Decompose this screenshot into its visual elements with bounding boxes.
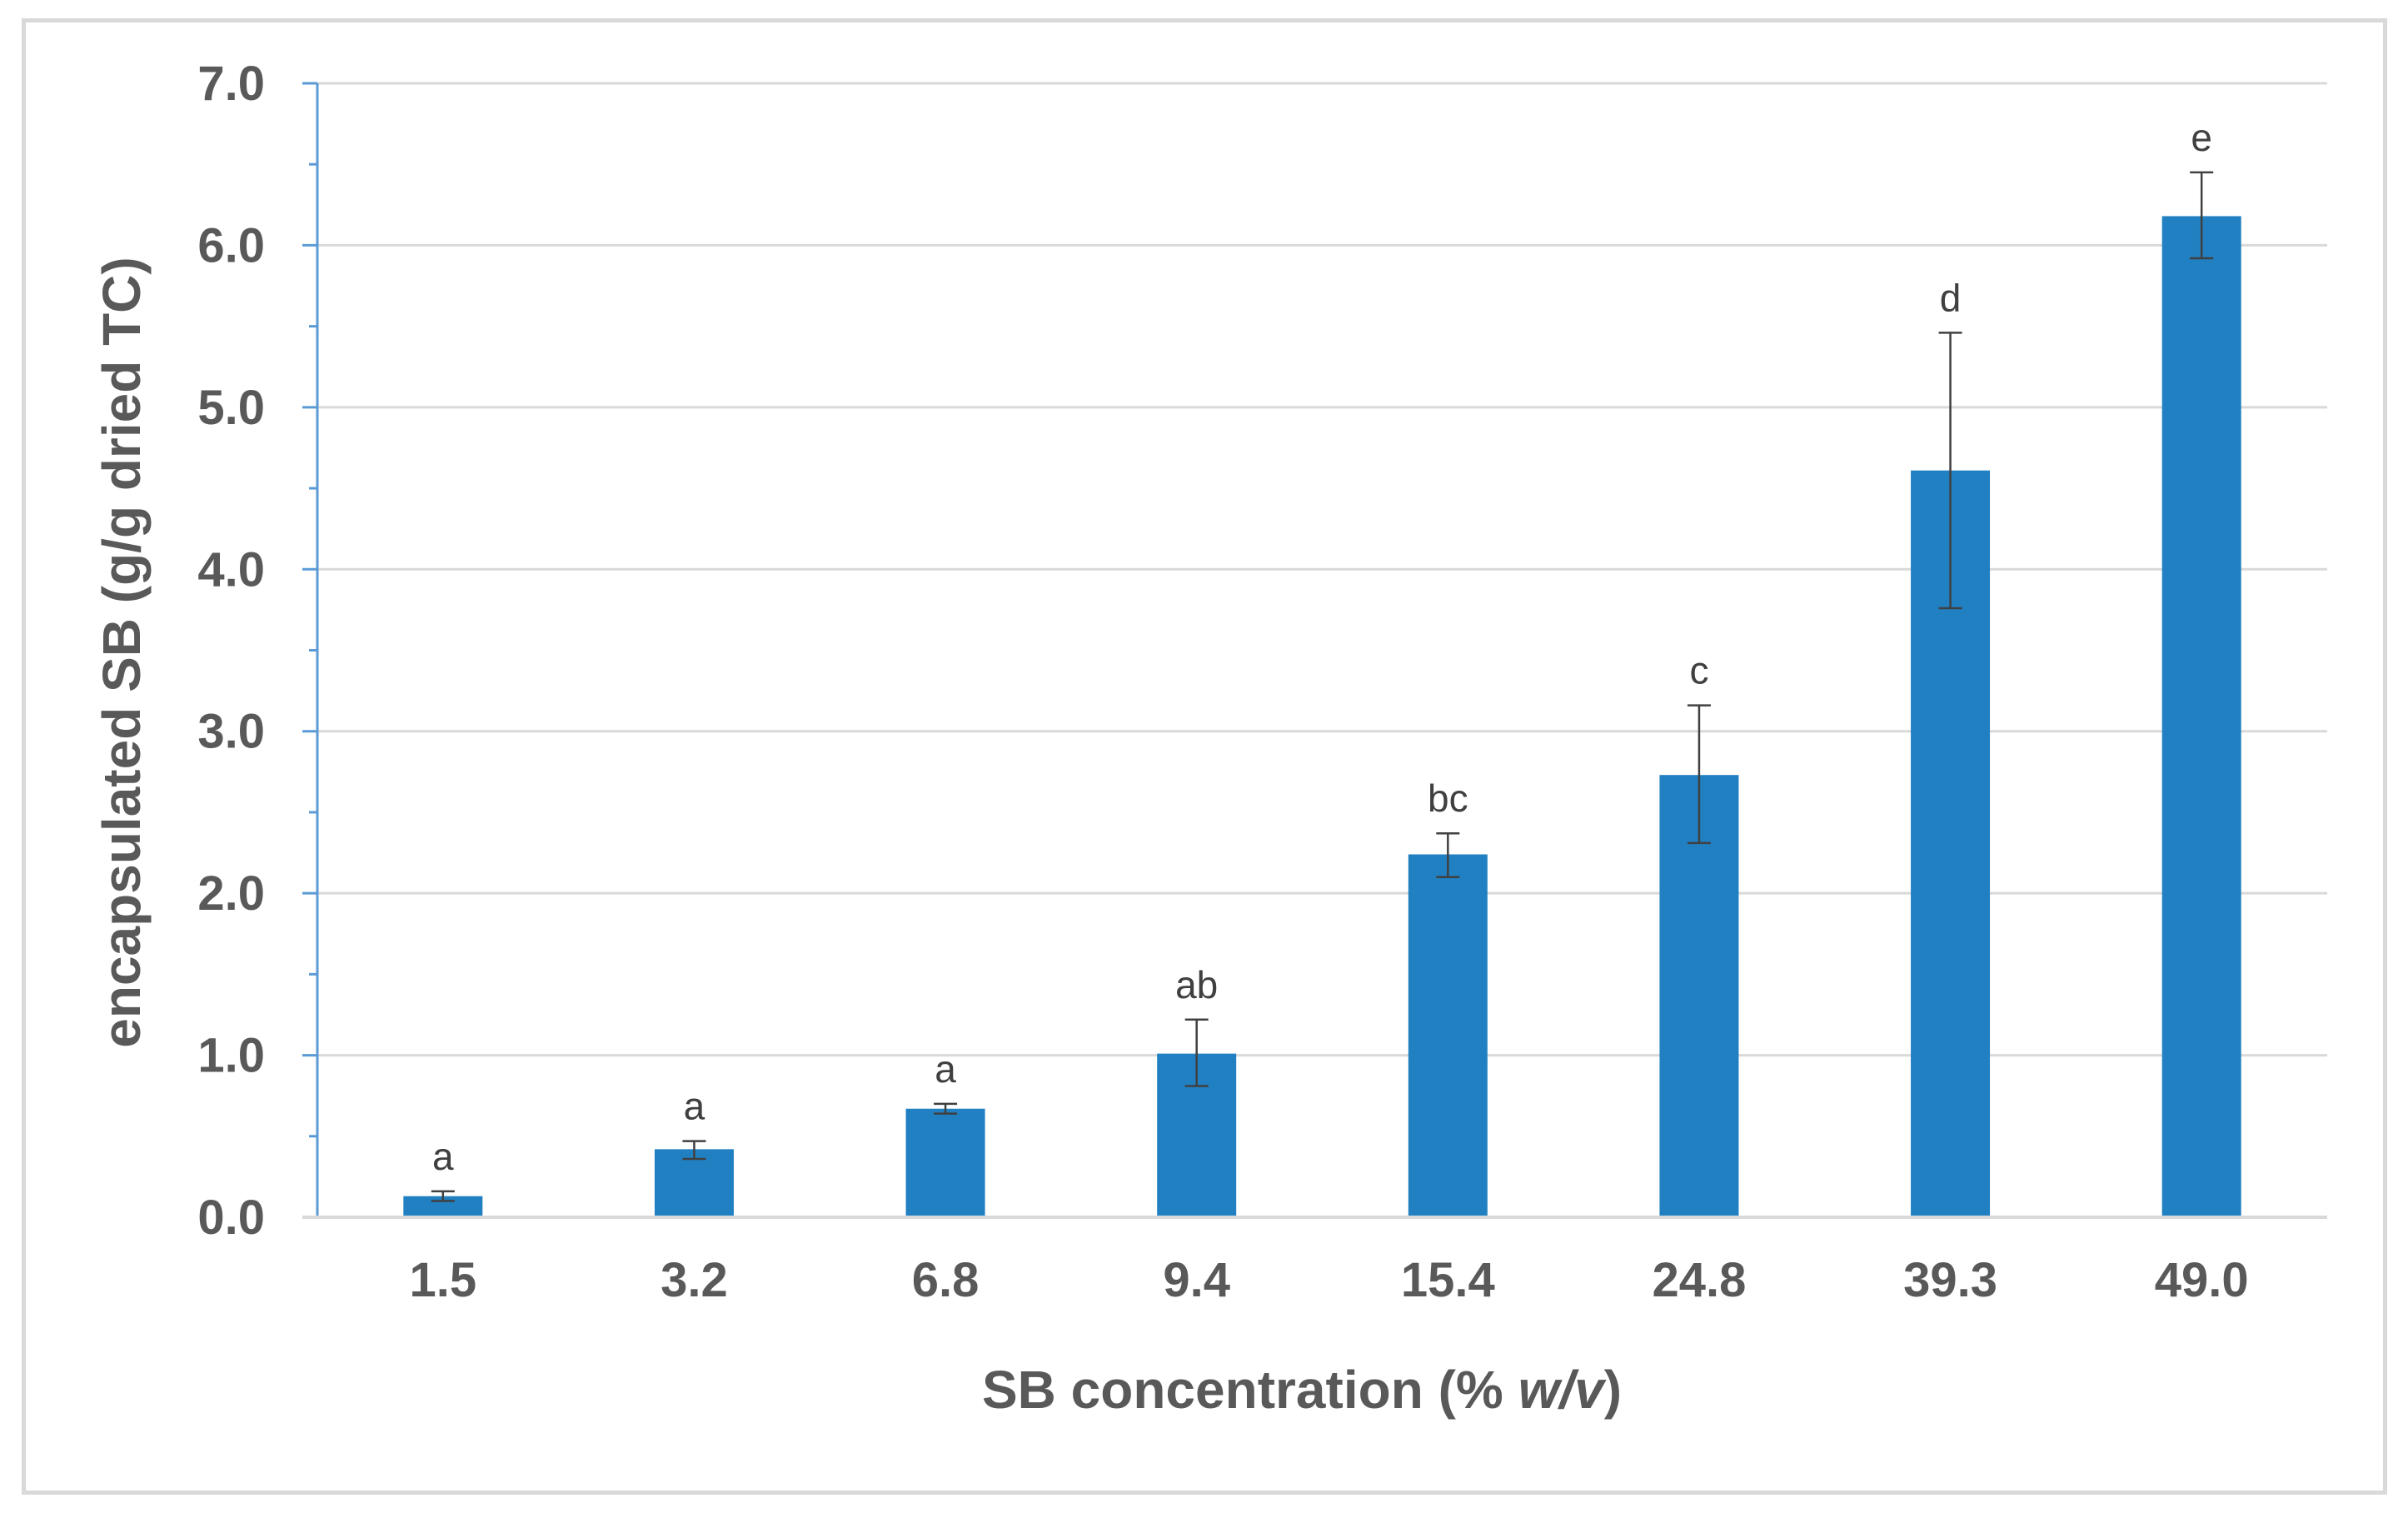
data-label: e bbox=[2191, 116, 2212, 159]
x-axis-title-italic: w/v bbox=[1518, 1360, 1608, 1420]
y-tick-label: 4.0 bbox=[197, 542, 265, 597]
figure-frame bbox=[22, 18, 2387, 1495]
y-tick-label: 7.0 bbox=[197, 57, 265, 111]
y-tick-label: 3.0 bbox=[197, 705, 265, 759]
y-tick-label: 1.0 bbox=[197, 1029, 265, 1083]
y-tick-label: 0.0 bbox=[197, 1191, 265, 1245]
data-label: a bbox=[935, 1047, 956, 1091]
x-tick-label: 24.8 bbox=[1652, 1253, 1746, 1307]
x-tick-label: 9.4 bbox=[1163, 1253, 1230, 1307]
y-tick-label: 2.0 bbox=[197, 866, 265, 921]
x-tick-label: 39.3 bbox=[1903, 1253, 1997, 1307]
x-tick-label: 15.4 bbox=[1401, 1253, 1495, 1307]
x-tick-label: 1.5 bbox=[409, 1253, 476, 1307]
x-axis-title: SB concentration (% w/v) bbox=[982, 1360, 1622, 1420]
bar bbox=[654, 1149, 734, 1217]
data-label: d bbox=[1940, 276, 1962, 319]
bar bbox=[1408, 854, 1488, 1217]
data-label: bc bbox=[1428, 776, 1468, 820]
axes bbox=[302, 82, 2327, 1219]
y-axis-title: encapsulated SB (g/g dried TC) bbox=[92, 257, 152, 1047]
bar bbox=[2161, 216, 2241, 1218]
x-tick-label: 6.8 bbox=[912, 1253, 980, 1307]
labels: 0.0 1.0 2.0 3.0 4.0 5.0 6.0 7.0 a 1.5 a 3.2 a 6.8 ab 9.… bbox=[197, 57, 2248, 1307]
x-tick-label: 3.2 bbox=[661, 1253, 728, 1307]
data-label: a bbox=[684, 1085, 705, 1128]
error-bars bbox=[431, 171, 2214, 1202]
x-axis-title-plain: SB concentration (% bbox=[982, 1360, 1518, 1420]
gridlines bbox=[317, 82, 2327, 1057]
data-label: ab bbox=[1175, 963, 1218, 1006]
y-tick-label: 6.0 bbox=[197, 218, 265, 272]
data-label: a bbox=[432, 1135, 454, 1178]
data-label: c bbox=[1689, 649, 1708, 692]
y-tick-label: 5.0 bbox=[197, 381, 265, 435]
x-axis-title-close: ) bbox=[1604, 1360, 1622, 1420]
x-tick-label: 49.0 bbox=[2155, 1253, 2249, 1307]
bar bbox=[905, 1108, 985, 1217]
bar bbox=[1659, 775, 1739, 1217]
bars bbox=[403, 216, 2241, 1218]
